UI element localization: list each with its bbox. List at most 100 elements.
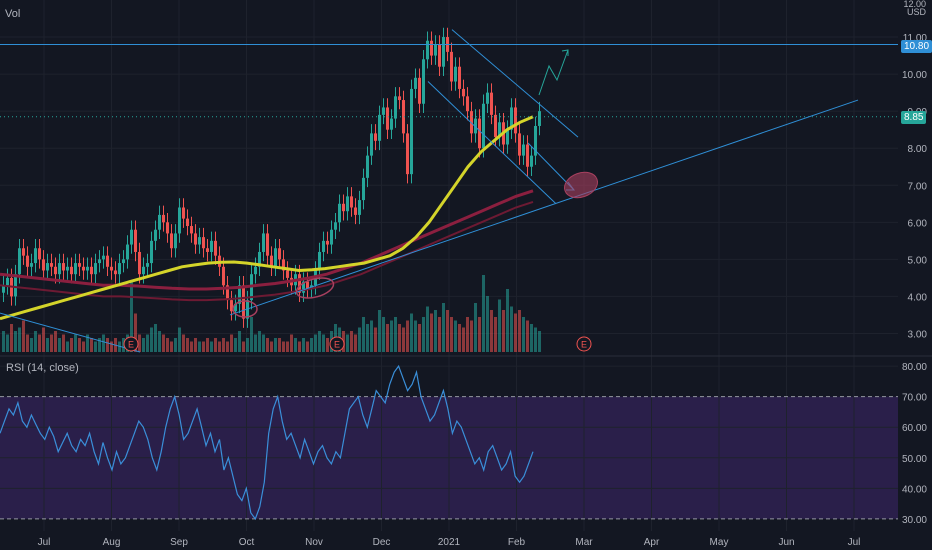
price-tick-label: 4.00	[908, 292, 928, 303]
price-tick-label: 5.00	[908, 255, 928, 266]
earnings-marker-label: E	[334, 340, 340, 350]
volume-bar	[94, 341, 97, 352]
x-tick-label: Sep	[170, 537, 188, 548]
volume-bar	[394, 317, 397, 352]
volume-bar	[186, 338, 189, 352]
volume-bar	[190, 341, 193, 352]
candle-body	[358, 200, 361, 215]
earnings-marker-label: E	[581, 340, 587, 350]
volume-bar	[130, 282, 133, 352]
candle-body	[122, 259, 125, 264]
candle-body	[110, 266, 113, 271]
candle-body	[398, 96, 401, 101]
candle-body	[150, 240, 153, 264]
candle-body	[410, 88, 413, 175]
candle-body	[74, 263, 77, 275]
candle-body	[210, 240, 213, 252]
volume-bar	[170, 341, 173, 352]
candle-body	[194, 233, 197, 245]
candle-body	[522, 144, 525, 156]
volume-bar	[106, 338, 109, 352]
earnings-marker-label: E	[128, 340, 134, 350]
volume-bar	[482, 275, 485, 352]
volume-bar	[350, 331, 353, 352]
volume-bar	[306, 341, 309, 352]
support-ellipse-2	[295, 277, 335, 299]
candle-body	[302, 281, 305, 293]
volume-bar	[314, 334, 317, 352]
volume-bar	[50, 334, 53, 352]
volume-bar	[218, 341, 221, 352]
volume-bar	[494, 317, 497, 352]
candle-body	[482, 103, 485, 149]
candle-body	[526, 144, 529, 167]
volume-bar	[390, 320, 393, 352]
volume-label: Vol	[5, 8, 21, 20]
candle-body	[114, 270, 117, 275]
candle-body	[222, 266, 225, 286]
volume-bar	[270, 341, 273, 352]
volume-bar	[534, 327, 537, 352]
candle-body	[474, 118, 477, 134]
volume-bar	[206, 338, 209, 352]
volume-bar	[42, 327, 45, 352]
candle-body	[86, 266, 89, 271]
volume-bar	[378, 310, 381, 352]
volume-bar	[78, 338, 81, 352]
candle-body	[2, 285, 5, 293]
candle-body	[154, 229, 157, 241]
candle-body	[34, 248, 37, 264]
candle-body	[442, 37, 445, 67]
candle-body	[190, 226, 193, 234]
volume-bar	[86, 334, 89, 352]
candle-body	[230, 300, 233, 312]
volume-bar	[346, 334, 349, 352]
candle-body	[394, 96, 397, 119]
volume-bar	[382, 317, 385, 352]
volume-bar	[54, 331, 57, 352]
candle-body	[126, 244, 129, 260]
volume-bar	[414, 320, 417, 352]
candle-body	[146, 263, 149, 267]
candle-body	[374, 133, 377, 141]
projection-arrow-up-head	[561, 49, 569, 56]
channel-upper	[451, 29, 579, 138]
candle-body	[454, 66, 457, 82]
candle-body	[354, 207, 357, 215]
candle-body	[330, 229, 333, 245]
volume-bar	[358, 327, 361, 352]
volume-bar	[298, 341, 301, 352]
target-ellipse	[564, 171, 598, 199]
rsi-tick-label: 60.00	[902, 423, 927, 434]
volume-bar	[366, 324, 369, 352]
volume-bar	[38, 334, 41, 352]
volume-bar	[146, 334, 149, 352]
candle-body	[418, 77, 421, 104]
candle-body	[510, 107, 513, 130]
candle-body	[470, 111, 473, 134]
candle-body	[298, 274, 301, 293]
candle-body	[386, 107, 389, 130]
candle-body	[402, 100, 405, 134]
candle-body	[102, 255, 105, 260]
candle-body	[278, 248, 281, 260]
volume-bar	[138, 334, 141, 352]
candle-body	[178, 207, 181, 234]
ma-slow-line	[0, 189, 534, 291]
x-tick-label: Oct	[239, 537, 255, 548]
volume-bar	[454, 320, 457, 352]
support-ellipse-1	[232, 300, 258, 318]
volume-bar	[242, 341, 245, 352]
volume-bar	[34, 331, 37, 352]
ma-slow-line-2	[0, 200, 534, 302]
volume-bar	[278, 338, 281, 352]
candle-body	[38, 248, 41, 260]
ma-fast-line	[0, 115, 534, 321]
candle-body	[362, 177, 365, 201]
candle-body	[18, 248, 21, 275]
volume-bar	[290, 334, 293, 352]
candle-body	[382, 107, 385, 115]
candle-body	[118, 263, 121, 275]
candle-body	[214, 240, 217, 256]
